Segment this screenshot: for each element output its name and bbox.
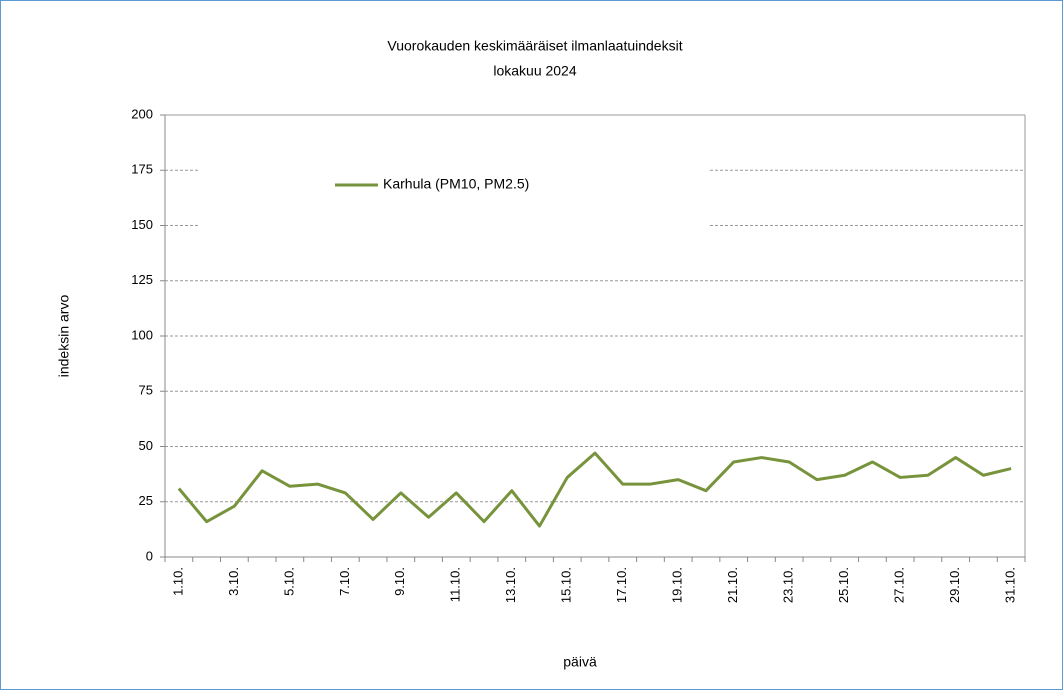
x-tick-label: 9.10. [392, 567, 407, 596]
x-tick-label: 25.10. [836, 567, 851, 603]
y-axis-label: indeksin arvo [56, 295, 72, 378]
x-tick-label: 17.10. [614, 567, 629, 603]
y-tick-label: 100 [131, 327, 153, 342]
x-tick-label: 13.10. [503, 567, 518, 603]
y-tick-label: 0 [146, 548, 153, 563]
x-tick-label: 11.10. [448, 567, 463, 602]
x-tick-label: 19.10. [670, 567, 685, 603]
x-tick-label: 1.10. [170, 567, 185, 596]
x-tick-label: 15.10. [559, 567, 574, 603]
legend-box [200, 160, 710, 235]
x-tick-label: 23.10. [781, 567, 796, 603]
x-tick-label: 31.10. [1003, 567, 1018, 603]
x-axis-label: päivä [563, 654, 597, 670]
y-tick-label: 175 [131, 162, 153, 177]
chart-title: Vuorokauden keskimääräiset ilmanlaatuind… [387, 38, 682, 54]
x-tick-label: 3.10. [226, 567, 241, 596]
legend-label: Karhula (PM10, PM2.5) [383, 176, 529, 192]
y-tick-label: 75 [139, 383, 153, 398]
y-tick-label: 50 [139, 438, 153, 453]
x-tick-label: 21.10. [725, 567, 740, 603]
x-tick-label: 7.10. [337, 567, 352, 596]
y-tick-label: 125 [131, 272, 153, 287]
data-line [177, 451, 1012, 528]
chart-subtitle: lokakuu 2024 [493, 63, 577, 79]
x-tick-label: 29.10. [947, 567, 962, 603]
y-tick-label: 150 [131, 217, 153, 232]
x-tick-label: 27.10. [892, 567, 907, 603]
x-tick-label: 5.10. [281, 567, 296, 596]
y-tick-label: 25 [139, 493, 153, 508]
y-tick-label: 200 [131, 106, 153, 121]
